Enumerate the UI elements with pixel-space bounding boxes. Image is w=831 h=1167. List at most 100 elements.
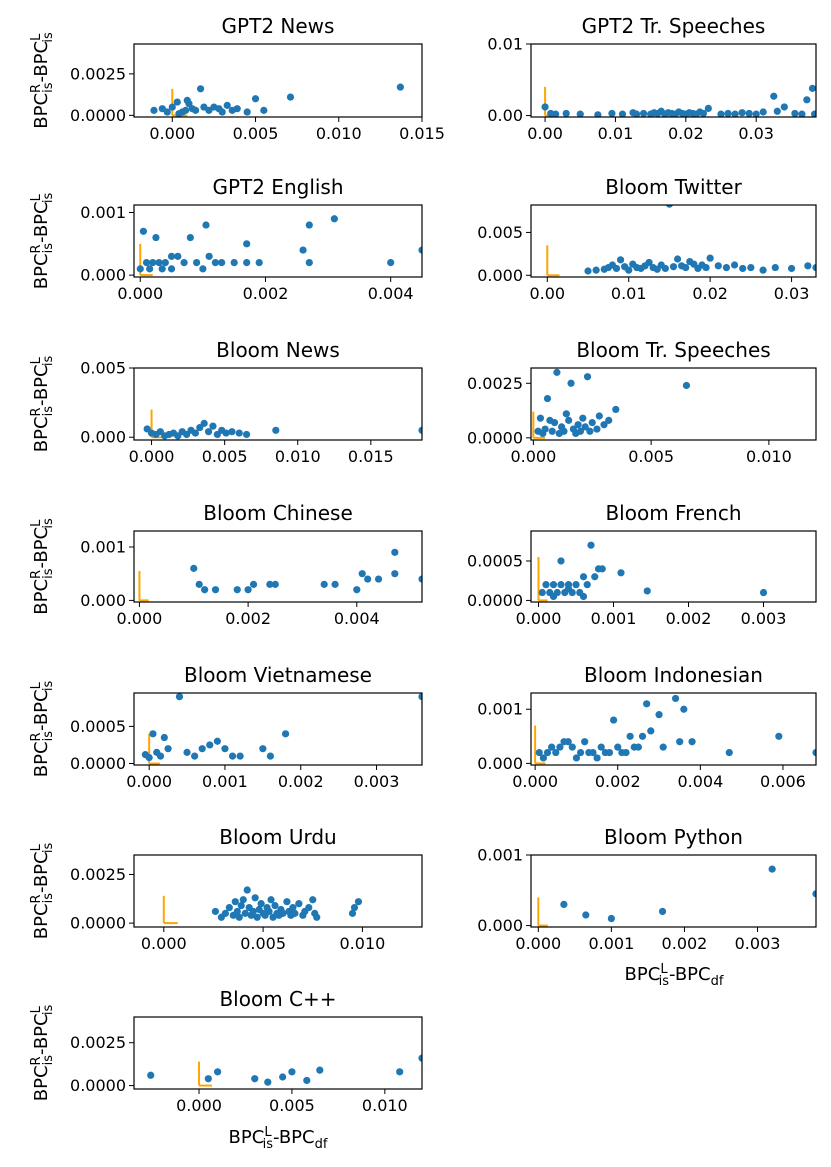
data-point — [147, 1071, 155, 1079]
data-point — [752, 110, 760, 117]
data-point — [202, 221, 210, 229]
panel-title: GPT2 News — [222, 14, 335, 38]
data-point — [543, 394, 552, 403]
plot-area — [162, 886, 363, 925]
data-point — [173, 98, 181, 106]
data-point — [259, 745, 267, 753]
data-point — [199, 265, 207, 273]
data-point — [682, 381, 691, 390]
data-point — [565, 416, 573, 424]
data-point — [211, 907, 220, 916]
plot-frame — [133, 1016, 423, 1090]
label-part-dash: - — [31, 725, 52, 731]
data-point — [320, 580, 328, 588]
data-point — [549, 581, 558, 589]
x-tick-label: 0.006 — [760, 772, 806, 791]
label-part-dash: - — [669, 964, 675, 985]
y-tick-label: 0.005 — [80, 359, 126, 378]
y-tick-label: 0.0000 — [70, 106, 126, 125]
data-point — [286, 93, 295, 101]
label-part-main1: BPC — [31, 579, 52, 615]
data-point — [396, 1068, 404, 1076]
plot-frame — [133, 530, 423, 603]
data-point — [541, 103, 549, 111]
label-part-main2: BPC — [31, 201, 52, 237]
data-point — [730, 261, 739, 269]
data-point — [574, 421, 582, 429]
label-part-sub2: is — [41, 843, 56, 854]
data-point — [230, 259, 238, 267]
y-axis-label: BPCRis-BPCLis — [29, 193, 56, 290]
x-tick-label: 0.02 — [692, 284, 728, 303]
data-point — [235, 913, 243, 921]
label-part-sub1: is — [659, 974, 670, 989]
data-point — [142, 259, 151, 267]
data-point — [747, 263, 755, 272]
x-tick-label: 0.003 — [735, 934, 781, 953]
panel-8: Bloom Vietnamese 0.000 0.001 0.002 0.003 0.00… — [29, 663, 423, 791]
x-tick-label: 0.010 — [362, 1096, 408, 1115]
plot-area — [537, 541, 768, 602]
y-tick-label: 0.0025 — [70, 64, 126, 83]
panel-title: Bloom Python — [604, 825, 743, 849]
data-point — [586, 427, 594, 435]
data-point — [206, 741, 214, 749]
data-point — [665, 205, 673, 208]
panel-title: Bloom Chinese — [203, 501, 353, 525]
label-part-sup2: L — [29, 33, 44, 41]
panel-11: Bloom Python 0.000 0.001 0.002 0.003 0.000 0.0… — [477, 825, 817, 953]
y-axis-label: BPCRis-BPCLis — [29, 518, 56, 615]
label-part-sup2: L — [29, 193, 44, 201]
x-tick-label: 0.001 — [588, 934, 634, 953]
y-tick-label: 0.0000 — [70, 1076, 126, 1095]
data-point — [146, 265, 154, 273]
data-point — [583, 581, 591, 589]
label-part-sup1: R — [29, 732, 44, 741]
label-part-main2: BPC — [31, 527, 52, 563]
data-point — [673, 255, 682, 263]
plot-frame — [133, 854, 423, 928]
y-tick-label: 0.0000 — [467, 428, 523, 447]
plot-area — [546, 205, 816, 277]
x-tick-label: 0.000 — [141, 934, 187, 953]
label-part-sub1: is — [263, 1137, 274, 1152]
data-point — [309, 896, 317, 904]
data-point — [552, 110, 560, 117]
data-point — [305, 221, 313, 229]
data-point — [228, 428, 236, 436]
label-part-sup1: R — [29, 244, 44, 253]
data-point — [271, 901, 279, 910]
data-point — [722, 263, 731, 272]
data-point — [759, 108, 767, 116]
x-tick-label: 0.002 — [278, 772, 324, 791]
y-tick-label: 0.000 — [80, 428, 126, 447]
data-point — [562, 410, 570, 418]
data-point — [724, 109, 732, 117]
data-point — [608, 109, 616, 117]
data-point — [589, 748, 597, 757]
data-point — [567, 379, 575, 387]
data-point — [150, 106, 158, 114]
data-point — [255, 259, 263, 267]
data-point — [243, 886, 251, 894]
y-tick-label: 0.001 — [80, 203, 126, 222]
data-point — [553, 368, 561, 376]
x-axis-label-right: BPCL is-BPCdf — [625, 962, 724, 989]
data-point — [535, 748, 543, 757]
y-tick-label: 0.0000 — [70, 914, 126, 933]
data-point — [253, 913, 261, 921]
data-point — [661, 264, 669, 273]
panel-3: Bloom Twitter 0.00 0.01 0.02 0.03 0.000 0.005 — [477, 175, 817, 303]
label-part-sub2: is — [41, 193, 56, 204]
data-point — [725, 748, 733, 757]
label-part-sub2: is — [41, 356, 56, 367]
data-point — [243, 108, 251, 116]
x-tick-label: 0.004 — [334, 609, 380, 628]
panel-4: Bloom News 0.000 0.005 0.010 0.015 0.000 0.005… — [29, 338, 423, 466]
data-point — [139, 227, 147, 235]
label-part-main1: BPC — [31, 741, 52, 777]
data-point — [251, 95, 260, 103]
data-point — [773, 107, 781, 115]
data-point — [418, 693, 422, 701]
data-point — [136, 265, 144, 273]
